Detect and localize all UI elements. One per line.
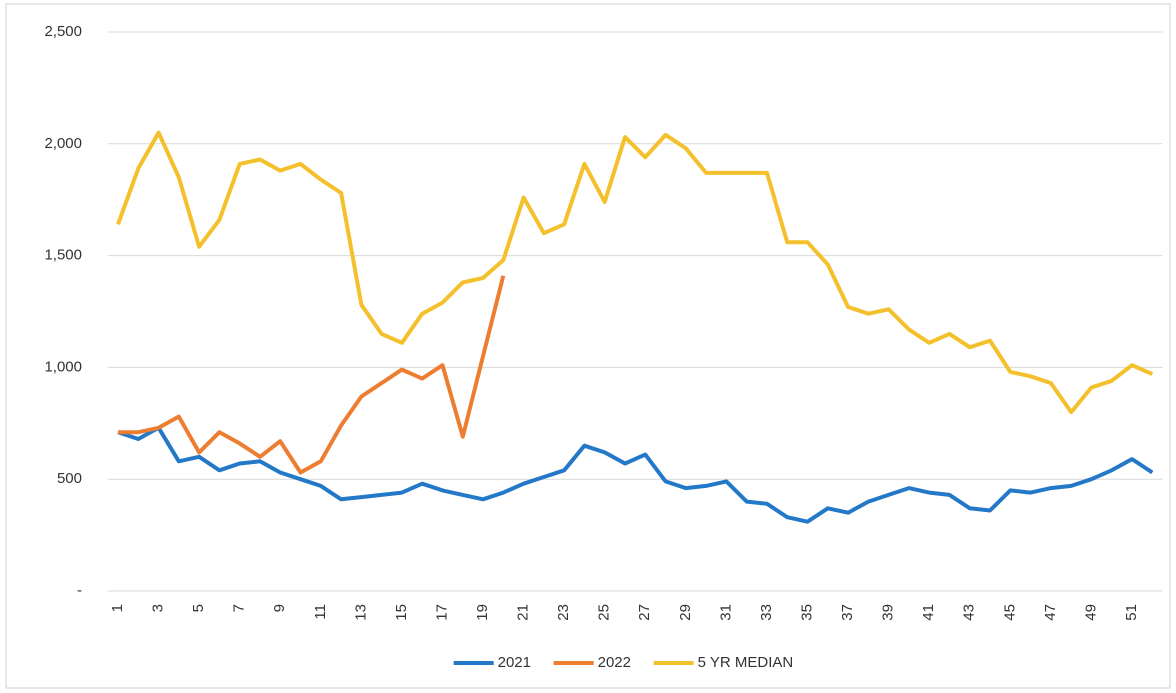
y-tick-label: 1,500 bbox=[44, 247, 82, 264]
x-tick-label: 25 bbox=[596, 604, 613, 621]
y-tick-label: 500 bbox=[57, 470, 82, 487]
x-tick-label: 17 bbox=[433, 604, 450, 621]
x-tick-label: 19 bbox=[474, 604, 491, 621]
x-tick-label: 43 bbox=[961, 604, 978, 621]
y-tick-label: - bbox=[77, 582, 82, 599]
x-tick-label: 41 bbox=[920, 604, 937, 621]
y-tick-label: 2,000 bbox=[44, 135, 82, 152]
legend-label: 5 YR MEDIAN bbox=[698, 654, 794, 671]
x-tick-label: 7 bbox=[231, 604, 248, 612]
x-tick-label: 15 bbox=[393, 604, 410, 621]
x-tick-label: 3 bbox=[150, 604, 167, 612]
x-tick-label: 47 bbox=[1042, 604, 1059, 621]
x-tick-label: 31 bbox=[717, 604, 734, 621]
x-tick-label: 5 bbox=[190, 604, 207, 612]
x-tick-label: 1 bbox=[109, 604, 126, 612]
legend-label: 2022 bbox=[598, 654, 631, 671]
legend-label: 2021 bbox=[498, 654, 531, 671]
x-tick-label: 9 bbox=[271, 604, 288, 612]
x-tick-label: 13 bbox=[352, 604, 369, 621]
x-tick-label: 49 bbox=[1082, 604, 1099, 621]
x-tick-label: 33 bbox=[758, 604, 775, 621]
y-tick-label: 1,000 bbox=[44, 358, 82, 375]
series-line bbox=[117, 425, 1154, 524]
x-tick-label: 11 bbox=[312, 604, 329, 620]
x-tick-label: 27 bbox=[636, 604, 653, 621]
x-tick-label: 29 bbox=[677, 604, 694, 621]
x-tick-label: 35 bbox=[798, 604, 815, 621]
x-tick-label: 51 bbox=[1123, 604, 1140, 621]
x-tick-label: 23 bbox=[555, 604, 572, 621]
y-tick-label: 2,500 bbox=[44, 23, 82, 40]
x-tick-label: 21 bbox=[515, 604, 532, 621]
x-tick-label: 37 bbox=[839, 604, 856, 621]
x-tick-label: 39 bbox=[880, 604, 897, 621]
series-line bbox=[118, 275, 506, 475]
x-tick-label: 45 bbox=[1001, 604, 1018, 621]
series-line bbox=[116, 130, 1154, 415]
